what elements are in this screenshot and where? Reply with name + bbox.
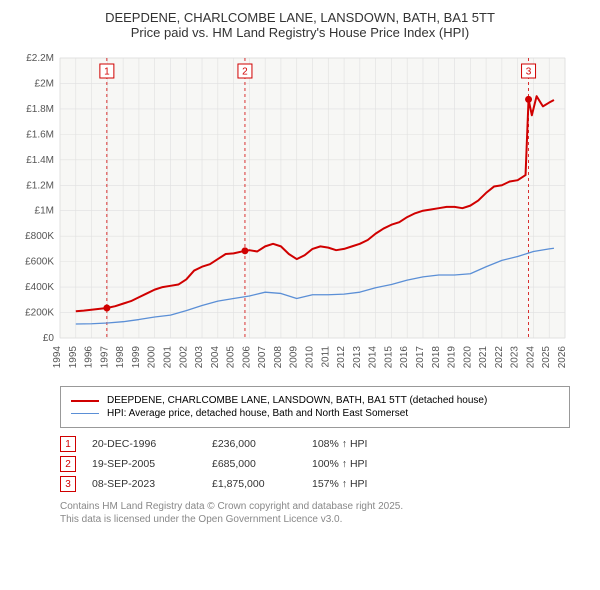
svg-text:2001: 2001	[162, 346, 173, 369]
footer-line2: This data is licensed under the Open Gov…	[60, 513, 570, 526]
svg-text:2021: 2021	[478, 346, 489, 369]
svg-text:2022: 2022	[494, 346, 505, 369]
sales-marker: 2	[60, 456, 76, 472]
legend-label: DEEPDENE, CHARLCOMBE LANE, LANSDOWN, BAT…	[107, 395, 487, 406]
svg-text:2019: 2019	[447, 346, 458, 369]
sales-row: 2 19-SEP-2005£685,000100% ↑ HPI	[60, 456, 570, 472]
svg-text:2016: 2016	[399, 346, 410, 369]
footer-line1: Contains HM Land Registry data © Crown c…	[60, 500, 570, 513]
svg-text:£1.4M: £1.4M	[26, 155, 54, 166]
sales-row: 3 08-SEP-2023£1,875,000157% ↑ HPI	[60, 476, 570, 492]
svg-text:£2M: £2M	[35, 78, 54, 89]
svg-text:£1.8M: £1.8M	[26, 104, 54, 115]
svg-text:2014: 2014	[368, 346, 379, 369]
svg-text:2012: 2012	[336, 346, 347, 369]
svg-text:£0: £0	[43, 333, 55, 344]
svg-text:1996: 1996	[84, 346, 95, 369]
sales-hpi: 108% ↑ HPI	[312, 438, 367, 450]
sales-price: £1,875,000	[212, 478, 312, 490]
svg-text:£400K: £400K	[25, 282, 54, 293]
sales-marker: 1	[60, 436, 76, 452]
svg-text:2008: 2008	[273, 346, 284, 369]
title-block: DEEPDENE, CHARLCOMBE LANE, LANSDOWN, BAT…	[10, 10, 590, 40]
price-chart: £0 £200K £400K £600K £800K £1M £1.2M £1.4M £1.6M…	[10, 48, 570, 378]
chart-container: DEEPDENE, CHARLCOMBE LANE, LANSDOWN, BAT…	[10, 10, 590, 526]
svg-text:2003: 2003	[194, 346, 205, 369]
legend-row: HPI: Average price, detached house, Bath…	[71, 408, 559, 419]
svg-text:2004: 2004	[210, 346, 221, 369]
svg-text:2024: 2024	[525, 346, 536, 369]
svg-text:2015: 2015	[383, 346, 394, 369]
svg-text:1995: 1995	[68, 346, 79, 369]
svg-text:2026: 2026	[557, 346, 568, 369]
svg-text:£1M: £1M	[35, 206, 54, 217]
svg-text:2023: 2023	[510, 346, 521, 369]
title-line2: Price paid vs. HM Land Registry's House …	[10, 25, 590, 40]
svg-text:2011: 2011	[320, 346, 331, 368]
sales-price: £236,000	[212, 438, 312, 450]
title-line1: DEEPDENE, CHARLCOMBE LANE, LANSDOWN, BAT…	[10, 10, 590, 25]
svg-text:1998: 1998	[115, 346, 126, 369]
legend-swatch	[71, 413, 99, 414]
svg-text:2010: 2010	[305, 346, 316, 369]
svg-text:2020: 2020	[462, 346, 473, 369]
svg-text:2005: 2005	[226, 346, 237, 369]
svg-text:1: 1	[104, 67, 110, 78]
svg-text:£800K: £800K	[25, 231, 54, 242]
sales-hpi: 100% ↑ HPI	[312, 458, 367, 470]
svg-text:2013: 2013	[352, 346, 363, 369]
svg-text:1997: 1997	[99, 346, 110, 369]
svg-text:£2.2M: £2.2M	[26, 53, 54, 64]
svg-text:2018: 2018	[431, 346, 442, 369]
sales-date: 19-SEP-2005	[92, 458, 212, 470]
svg-text:2000: 2000	[147, 346, 158, 369]
sales-date: 20-DEC-1996	[92, 438, 212, 450]
svg-text:1999: 1999	[131, 346, 142, 369]
svg-text:2006: 2006	[241, 346, 252, 369]
svg-text:2025: 2025	[541, 346, 552, 369]
svg-text:£600K: £600K	[25, 257, 54, 268]
svg-text:2017: 2017	[415, 346, 426, 369]
svg-text:2009: 2009	[289, 346, 300, 369]
sales-row: 1 20-DEC-1996£236,000108% ↑ HPI	[60, 436, 570, 452]
svg-text:£1.6M: £1.6M	[26, 129, 54, 140]
legend-swatch	[71, 400, 99, 402]
svg-text:3: 3	[526, 67, 532, 78]
svg-text:£1.2M: £1.2M	[26, 180, 54, 191]
legend-label: HPI: Average price, detached house, Bath…	[107, 408, 408, 419]
footer: Contains HM Land Registry data © Crown c…	[60, 500, 570, 526]
sales-table: 1 20-DEC-1996£236,000108% ↑ HPI 2 19-SEP-20…	[60, 436, 570, 492]
svg-text:2007: 2007	[257, 346, 268, 369]
svg-text:1994: 1994	[52, 346, 63, 369]
legend: DEEPDENE, CHARLCOMBE LANE, LANSDOWN, BAT…	[60, 386, 570, 428]
svg-text:£200K: £200K	[25, 308, 54, 319]
svg-text:2: 2	[242, 67, 248, 78]
sales-marker: 3	[60, 476, 76, 492]
sales-hpi: 157% ↑ HPI	[312, 478, 367, 490]
sales-price: £685,000	[212, 458, 312, 470]
legend-row: DEEPDENE, CHARLCOMBE LANE, LANSDOWN, BAT…	[71, 395, 559, 406]
svg-text:2002: 2002	[178, 346, 189, 369]
sales-date: 08-SEP-2023	[92, 478, 212, 490]
